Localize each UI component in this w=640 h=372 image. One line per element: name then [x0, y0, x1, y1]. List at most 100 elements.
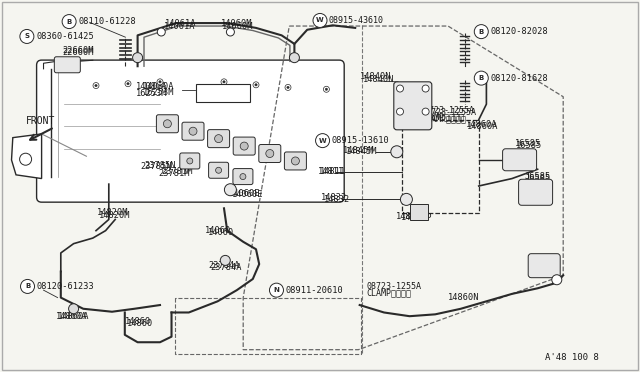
Circle shape — [216, 167, 221, 173]
Text: 23785N: 23785N — [141, 162, 172, 171]
Circle shape — [269, 283, 284, 297]
Circle shape — [157, 79, 163, 85]
Circle shape — [422, 108, 429, 115]
FancyBboxPatch shape — [180, 153, 200, 169]
Circle shape — [20, 279, 35, 294]
Text: 14845M: 14845M — [346, 147, 377, 156]
Text: 14840N: 14840N — [363, 76, 394, 84]
Text: B: B — [479, 75, 484, 81]
Circle shape — [325, 88, 328, 90]
Text: B: B — [25, 283, 30, 289]
Circle shape — [125, 81, 131, 87]
Text: 14860N: 14860N — [448, 293, 479, 302]
Text: 14811: 14811 — [320, 167, 346, 176]
Circle shape — [391, 146, 403, 158]
Text: 08120-82028: 08120-82028 — [491, 27, 548, 36]
Text: 16253M: 16253M — [143, 88, 175, 97]
Circle shape — [62, 15, 76, 29]
Circle shape — [397, 108, 403, 115]
Text: 14820M: 14820M — [97, 208, 129, 217]
Circle shape — [253, 82, 259, 88]
Circle shape — [163, 120, 172, 128]
Text: 14845M: 14845M — [343, 146, 374, 155]
Circle shape — [287, 86, 289, 89]
Bar — [196, 84, 250, 102]
Text: N: N — [273, 287, 280, 293]
Circle shape — [474, 25, 488, 39]
FancyBboxPatch shape — [259, 144, 281, 163]
Text: 08120-81628: 08120-81628 — [491, 74, 548, 83]
Circle shape — [552, 275, 562, 285]
Circle shape — [316, 134, 330, 148]
Text: 22660M: 22660M — [63, 48, 94, 57]
Circle shape — [132, 53, 143, 62]
Text: CLAMPクランプ: CLAMPクランプ — [419, 113, 464, 122]
FancyBboxPatch shape — [284, 152, 307, 170]
Text: 14860: 14860 — [125, 317, 151, 326]
Text: W: W — [319, 138, 326, 144]
Circle shape — [422, 85, 429, 92]
Text: CLAMPクランプ: CLAMPクランプ — [366, 289, 411, 298]
Circle shape — [187, 158, 193, 164]
Text: 14820M: 14820M — [99, 211, 131, 220]
Text: 14060M: 14060M — [221, 19, 252, 28]
Text: 08120-61233: 08120-61233 — [36, 282, 94, 291]
Text: A'48 100 8: A'48 100 8 — [545, 353, 599, 362]
Text: 23784A: 23784A — [210, 263, 241, 272]
Text: 16585: 16585 — [515, 139, 541, 148]
Circle shape — [313, 13, 327, 28]
Text: 14080A: 14080A — [143, 82, 175, 91]
Bar — [410, 204, 428, 220]
Text: 14811: 14811 — [317, 167, 344, 176]
Text: 14061A: 14061A — [165, 19, 196, 28]
FancyBboxPatch shape — [518, 179, 552, 205]
Text: 14860A: 14860A — [56, 312, 88, 321]
Text: S: S — [24, 33, 29, 39]
FancyBboxPatch shape — [394, 82, 432, 130]
Circle shape — [189, 127, 197, 135]
Text: 08723-1255A: 08723-1255A — [419, 106, 474, 115]
FancyBboxPatch shape — [528, 254, 560, 278]
Circle shape — [225, 184, 236, 196]
Circle shape — [397, 85, 403, 92]
Text: 23796: 23796 — [227, 90, 251, 99]
FancyBboxPatch shape — [207, 129, 230, 148]
Polygon shape — [12, 134, 42, 179]
Text: 14060: 14060 — [205, 226, 231, 235]
Text: 14060: 14060 — [208, 228, 234, 237]
Circle shape — [95, 84, 97, 87]
Text: W: W — [316, 17, 324, 23]
Text: 14060E: 14060E — [229, 189, 260, 198]
Circle shape — [240, 174, 246, 180]
Text: 14860A: 14860A — [467, 122, 499, 131]
Circle shape — [20, 153, 31, 165]
Text: 14860P: 14860P — [401, 214, 432, 222]
FancyBboxPatch shape — [54, 57, 81, 73]
Text: 14832: 14832 — [324, 195, 350, 204]
Circle shape — [20, 29, 34, 44]
Circle shape — [227, 28, 234, 36]
Text: 08915-13610: 08915-13610 — [332, 136, 389, 145]
Text: 23784A: 23784A — [208, 262, 239, 270]
Text: 22660M: 22660M — [63, 46, 94, 55]
FancyBboxPatch shape — [36, 60, 344, 202]
Text: FRONT: FRONT — [26, 116, 55, 126]
Circle shape — [240, 142, 248, 150]
Text: 23781H: 23781H — [198, 90, 228, 99]
Text: 14840N: 14840N — [360, 72, 391, 81]
Circle shape — [266, 150, 274, 157]
Circle shape — [93, 83, 99, 89]
Text: 14060M: 14060M — [221, 22, 253, 31]
Circle shape — [214, 135, 223, 142]
Text: J6585: J6585 — [525, 172, 551, 181]
FancyBboxPatch shape — [233, 137, 255, 155]
Text: B: B — [67, 19, 72, 25]
Circle shape — [157, 28, 165, 36]
Text: 23781M: 23781M — [161, 167, 193, 176]
Text: 16253M: 16253M — [136, 89, 168, 98]
Text: 08911-20610: 08911-20610 — [285, 286, 343, 295]
Circle shape — [401, 193, 412, 205]
Text: 14061A: 14061A — [164, 22, 195, 31]
FancyBboxPatch shape — [502, 149, 536, 171]
FancyBboxPatch shape — [233, 169, 253, 185]
